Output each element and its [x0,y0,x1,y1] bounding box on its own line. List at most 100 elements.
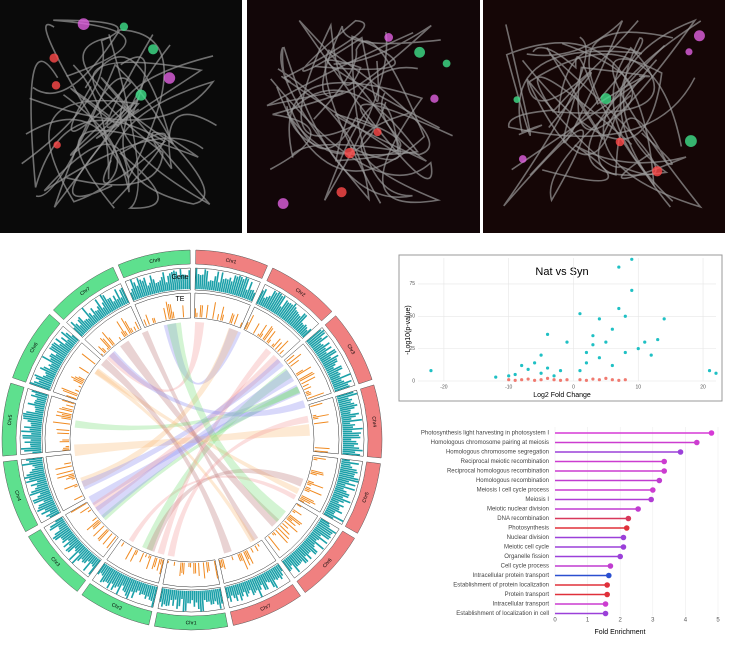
te-density [62,450,69,451]
gene-density [198,274,199,289]
lollipop-dot [661,459,667,465]
x-tick-label: 5 [716,618,720,624]
te-track [163,560,220,587]
point [565,378,568,381]
point [514,379,517,382]
lollipop-dot [617,554,623,560]
y-tick-label: 0 [412,378,415,384]
point [546,377,549,380]
x-tick-label: 0 [553,618,557,624]
point [585,351,588,354]
signal-spot [148,44,158,54]
point [533,361,536,364]
lollipop-dot [603,611,609,617]
point [598,317,601,320]
lollipop-dot [604,582,610,588]
point [533,379,536,382]
point [624,378,627,381]
lollipop-dot [624,525,630,531]
chart-title: Nat vs Syn [535,266,588,278]
lollipop-dot [621,544,627,550]
point [656,338,659,341]
lollipop-dot [709,430,715,436]
category-label: Meiotic cell cycle [504,545,550,551]
gene-density [182,591,183,599]
track-label: Gene [171,274,188,281]
category-label: Meiotic nuclear division [487,507,549,513]
point [578,312,581,315]
point [507,374,510,377]
lollipop-dot [648,497,654,503]
point [507,378,510,381]
lollipop-dot [650,487,656,493]
x-tick-label: 1 [586,618,590,624]
point [552,378,555,381]
point [527,377,530,380]
lollipop-dot [621,535,627,541]
category-label: Intracellular protein transport [473,573,550,579]
point [585,361,588,364]
category-label: Establishment of protein localization [453,583,549,589]
signal-spot [164,72,175,83]
point [559,379,562,382]
lollipop-dot [678,449,684,455]
point [617,265,620,268]
signal-spot [344,148,355,159]
signal-spot [53,141,60,148]
signal-spot [652,166,662,176]
signal-spot [120,23,128,31]
gene-density [196,269,197,290]
gene-density [186,591,187,611]
y-tick-label: 75 [409,281,415,287]
category-label: Meiosis I cell cycle process [477,488,549,494]
point [520,364,523,367]
point [494,376,497,379]
y-tick-label: 50 [409,314,415,320]
x-axis-label: Log2 Fold Change [533,392,591,399]
lollipop-dot [604,592,610,598]
x-tick-label: -20 [440,384,447,390]
lollipop-dot [608,563,614,569]
gene-density [21,431,41,432]
segment-label: Chr5 [7,414,14,426]
point [552,374,555,377]
te-density [313,459,317,460]
category-label: DNA recombination [497,516,549,522]
point [591,377,594,380]
signal-spot [443,60,451,68]
gene-density [343,433,361,434]
point [598,378,601,381]
x-tick-label: 3 [651,618,655,624]
gene-density [202,275,203,290]
point [604,341,607,344]
gene-density [21,448,41,449]
point [539,378,542,381]
te-density [199,563,200,576]
gene-density [24,450,41,451]
point [637,347,640,350]
point [617,379,620,382]
category-label: Photosynthesis light harvesting in photo… [421,431,549,437]
signal-spot [49,53,58,62]
signal-spot [694,30,705,41]
category-label: Photosynthesis [508,526,549,532]
signal-spot [52,81,61,90]
category-label: Establishment of localization in cell [456,611,549,617]
point [591,334,594,337]
point [429,369,432,372]
lollipop-dot [635,506,641,512]
point [539,372,542,375]
gene-density [343,427,353,428]
x-tick-label: -10 [505,384,512,390]
category-label: Intracellular transport [493,602,550,608]
point [611,378,614,381]
point [624,351,627,354]
category-label: Reciprocal meiotic recombination [461,459,549,465]
track-label: TE [176,296,185,303]
x-axis-label: Fold Enrichment [595,629,646,636]
signal-spot [136,90,147,101]
signal-spot [414,47,425,58]
gene-density [206,590,207,602]
gene-density [210,280,211,290]
